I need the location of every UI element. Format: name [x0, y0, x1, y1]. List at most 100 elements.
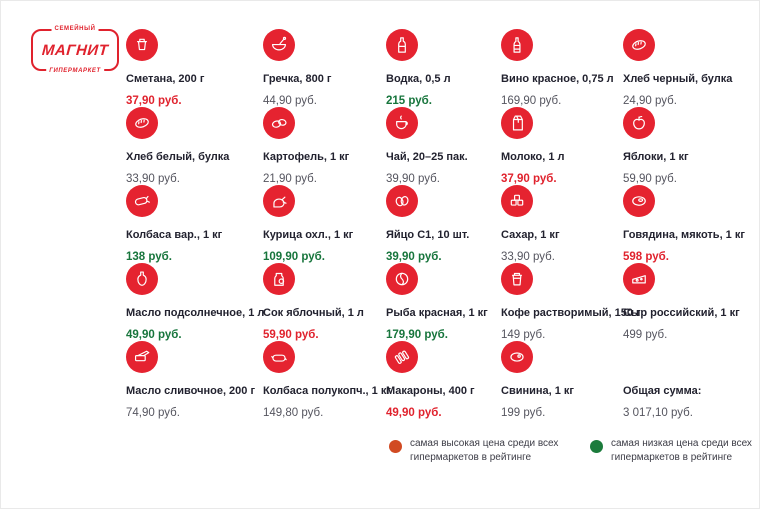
product-card: Водка, 0,5 л 215 руб.: [386, 29, 501, 107]
product-price: 33,90 руб.: [126, 173, 180, 185]
product-name: Молоко, 1 л: [501, 151, 565, 163]
product-name: Колбаса полукопч., 1 кг: [263, 385, 391, 397]
chicken-icon: [263, 185, 295, 217]
sugar-cubes-icon: [501, 185, 533, 217]
product-price: 37,90 руб.: [126, 95, 182, 107]
pasta-icon: [386, 341, 418, 373]
product-card: Курица охл., 1 кг 109,90 руб.: [263, 185, 386, 263]
bread-loaf-icon: [126, 107, 158, 139]
product-card: Яблоки, 1 кг 59,90 руб.: [623, 107, 749, 185]
product-price: 598 руб.: [623, 251, 669, 263]
product-price: 215 руб.: [386, 95, 432, 107]
boiled-sausage-icon: [126, 185, 158, 217]
legend-highest-text: самая высокая цена среди всех гипермарке…: [410, 438, 559, 463]
apple-icon: [623, 107, 655, 139]
product-name: Макароны, 400 г: [386, 385, 475, 397]
product-name: Рыба красная, 1 кг: [386, 307, 488, 319]
product-card: Макароны, 400 г 49,90 руб.: [386, 341, 501, 419]
magnit-logo: СЕМЕЙНЫЙ МАГНИТ ГИПЕРМАРКЕТ: [31, 26, 119, 74]
product-card: Хлеб черный, булка 24,90 руб.: [623, 29, 749, 107]
product-name: Сметана, 200 г: [126, 73, 205, 85]
product-card: Говядина, мякоть, 1 кг 598 руб.: [623, 185, 749, 263]
product-card: Колбаса вар., 1 кг 138 руб.: [126, 185, 263, 263]
product-card: Сок яблочный, 1 л 59,90 руб.: [263, 263, 386, 341]
product-price: 39,90 руб.: [386, 251, 442, 263]
logo-hypermarket-label: ГИПЕРМАРКЕТ: [46, 68, 104, 74]
wine-bottle-icon: [501, 29, 533, 61]
product-price: 179,90 руб.: [386, 329, 448, 341]
product-name: Масло подсолнечное, 1 л: [126, 307, 265, 319]
product-card: Вино красное, 0,75 л 169,90 руб.: [501, 29, 623, 107]
product-name: Сахар, 1 кг: [501, 229, 560, 241]
product-price: 74,90 руб.: [126, 407, 180, 419]
product-price: 21,90 руб.: [263, 173, 317, 185]
product-name: Сок яблочный, 1 л: [263, 307, 364, 319]
logo-magnit-wordmark: МАГНИТ: [41, 41, 109, 59]
product-name: Курица охл., 1 кг: [263, 229, 354, 241]
product-price: 149,80 руб.: [263, 407, 324, 419]
pork-meat-icon: [501, 341, 533, 373]
product-price: 499 руб.: [623, 329, 668, 341]
fish-icon: [386, 263, 418, 295]
product-card: Чай, 20–25 пак. 39,90 руб.: [386, 107, 501, 185]
butter-icon: [126, 341, 158, 373]
product-card: Колбаса полукопч., 1 кг 149,80 руб.: [263, 341, 391, 419]
product-card: Гречка, 800 г 44,90 руб.: [263, 29, 386, 107]
product-price: 49,90 руб.: [126, 329, 182, 341]
product-name: Яйцо С1, 10 шт.: [386, 229, 470, 241]
product-price: 59,90 руб.: [623, 173, 677, 185]
product-name: Водка, 0,5 л: [386, 73, 451, 85]
potatoes-icon: [263, 107, 295, 139]
porridge-bowl-icon: [263, 29, 295, 61]
product-name: Чай, 20–25 пак.: [386, 151, 468, 163]
product-card: Хлеб белый, булка 33,90 руб.: [126, 107, 263, 185]
product-price: 49,90 руб.: [386, 407, 442, 419]
product-card: Яйцо С1, 10 шт. 39,90 руб.: [386, 185, 501, 263]
product-price: 39,90 руб.: [386, 173, 440, 185]
legend-item-highest-price: самая высокая цена среди всех гипермарке…: [389, 437, 562, 465]
bread-loaf-icon: [623, 29, 655, 61]
product-name: Сыр российский, 1 кг: [623, 307, 740, 319]
product-card: Сыр российский, 1 кг 499 руб.: [623, 263, 749, 341]
tea-cup-icon: [386, 107, 418, 139]
product-name: Говядина, мякоть, 1 кг: [623, 229, 745, 241]
coffee-cup-icon: [501, 263, 533, 295]
product-price: 37,90 руб.: [501, 173, 557, 185]
product-card: Свинина, 1 кг 199 руб.: [501, 341, 623, 419]
total-sum-value: 3 017,10 руб.: [623, 407, 693, 419]
product-name: Кофе растворимый, 150 г: [501, 307, 641, 319]
product-name: Хлеб черный, булка: [623, 73, 733, 85]
product-card: Картофель, 1 кг 21,90 руб.: [263, 107, 386, 185]
product-price: 33,90 руб.: [501, 251, 555, 263]
logo-family-label: СЕМЕЙНЫЙ: [51, 26, 99, 32]
product-name: Колбаса вар., 1 кг: [126, 229, 223, 241]
product-price: 169,90 руб.: [501, 95, 562, 107]
product-card: Сметана, 200 г 37,90 руб.: [126, 29, 263, 107]
product-price: 138 руб.: [126, 251, 172, 263]
product-price: 44,90 руб.: [263, 95, 317, 107]
milk-carton-icon: [501, 107, 533, 139]
lowest-price-dot-icon: [590, 440, 603, 453]
juice-jug-icon: [263, 263, 295, 295]
product-card: Масло сливочное, 200 г 74,90 руб.: [126, 341, 263, 419]
product-grid: Сметана, 200 г 37,90 руб. Гречка, 800 г …: [126, 29, 749, 419]
product-card: Рыба красная, 1 кг 179,90 руб.: [386, 263, 501, 341]
price-legend: самая высокая цена среди всех гипермарке…: [389, 437, 759, 465]
legend-item-lowest-price: самая низкая цена среди всех гипермаркет…: [590, 437, 759, 465]
product-name: Картофель, 1 кг: [263, 151, 350, 163]
legend-lowest-text: самая низкая цена среди всех гипермаркет…: [611, 438, 752, 463]
sour-cream-icon: [126, 29, 158, 61]
product-name: Свинина, 1 кг: [501, 385, 575, 397]
product-name: Вино красное, 0,75 л: [501, 73, 614, 85]
product-card: Молоко, 1 л 37,90 руб.: [501, 107, 623, 185]
product-name: Хлеб белый, булка: [126, 151, 230, 163]
product-price: 59,90 руб.: [263, 329, 319, 341]
product-card: Сахар, 1 кг 33,90 руб.: [501, 185, 623, 263]
oil-bottle-icon: [126, 263, 158, 295]
highest-price-dot-icon: [389, 440, 402, 453]
product-price: 149 руб.: [501, 329, 546, 341]
product-price: 24,90 руб.: [623, 95, 677, 107]
product-name: Масло сливочное, 200 г: [126, 385, 256, 397]
smoked-sausage-icon: [263, 341, 295, 373]
